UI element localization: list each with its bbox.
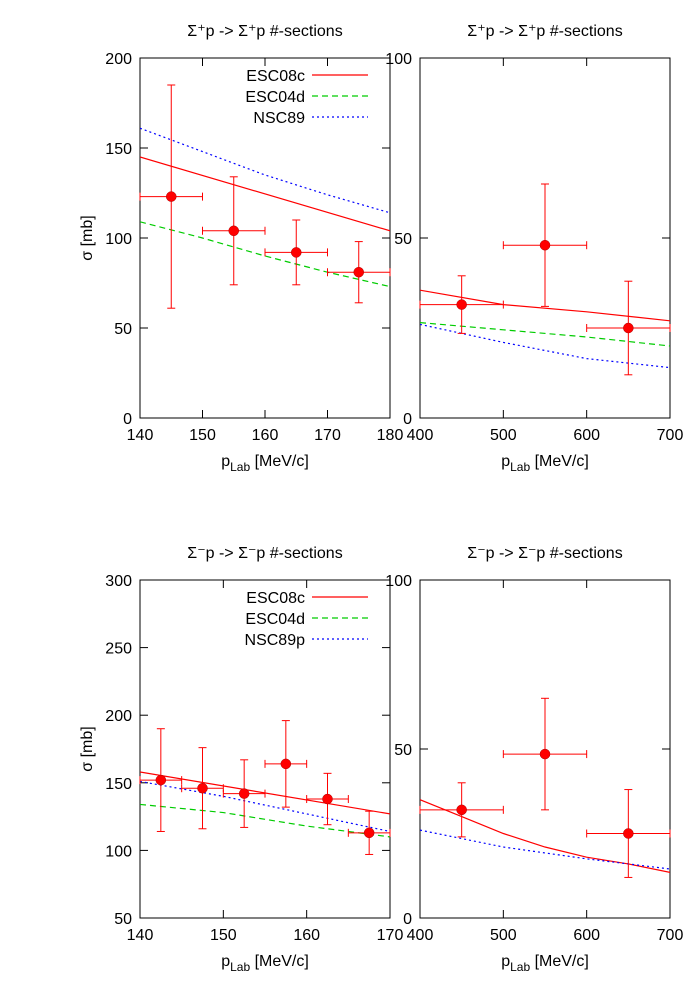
y-tick-label: 50 — [114, 321, 132, 338]
x-tick-label: 160 — [252, 427, 279, 444]
y-tick-label: 100 — [385, 573, 412, 590]
data-point — [363, 827, 375, 839]
x-label-rest: [MeV/c] — [250, 953, 309, 970]
x-label-sub: Lab — [510, 960, 530, 974]
x-tick-label: 400 — [407, 927, 434, 944]
data-point — [539, 239, 551, 251]
x-tick-label: 150 — [189, 427, 216, 444]
data-point — [197, 782, 208, 794]
x-tick-label: 600 — [573, 927, 600, 944]
series-line — [140, 221, 390, 288]
x-label-sub: Lab — [510, 460, 530, 474]
x-label-sub: Lab — [230, 960, 250, 974]
data-point — [539, 748, 551, 760]
data-point — [228, 225, 239, 237]
x-tick-label: 170 — [314, 427, 341, 444]
y-tick-label: 0 — [123, 411, 132, 428]
y-tick-label: 50 — [394, 231, 412, 248]
x-tick-label: 400 — [407, 427, 434, 444]
y-tick-label: 0 — [403, 911, 412, 928]
x-tick-label: 600 — [573, 427, 600, 444]
panel: Σ⁺p -> Σ⁺p #-sections 0 50 100 150 200 140 150 1… — [79, 23, 403, 474]
series-line — [140, 127, 390, 214]
y-tick-label: 50 — [394, 742, 412, 759]
data-point — [353, 266, 364, 278]
x-axis-label: pLab [MeV/c] — [221, 453, 309, 474]
x-label-main: p — [221, 953, 230, 970]
data-point — [623, 828, 634, 839]
y-tick-label: 250 — [105, 641, 132, 658]
series-line — [140, 156, 390, 232]
legend-label: ESC04d — [245, 89, 305, 106]
data-point — [322, 793, 333, 805]
y-tick-label: 0 — [403, 411, 412, 428]
x-label-main: p — [221, 453, 230, 470]
panel-title: Σ⁺p -> Σ⁺p #-sections — [467, 23, 622, 40]
x-tick-label: 170 — [377, 927, 404, 944]
x-tick-label: 700 — [657, 927, 684, 944]
series-line — [140, 780, 390, 833]
data-point — [291, 247, 302, 258]
data-point — [238, 788, 250, 799]
data-point — [623, 322, 634, 334]
x-tick-label: 500 — [490, 927, 517, 944]
x-axis-label: pLab [MeV/c] — [501, 953, 589, 974]
y-axis-label: σ [mb] — [79, 215, 96, 260]
y-tick-label: 150 — [105, 776, 132, 793]
x-label-rest: [MeV/c] — [530, 953, 589, 970]
y-tick-label: 200 — [105, 708, 132, 725]
y-axis-label: σ [mb] — [79, 726, 96, 771]
legend-label: ESC04d — [245, 611, 305, 628]
legend-label: NSC89p — [245, 632, 306, 649]
x-label-rest: [MeV/c] — [530, 453, 589, 470]
series-line — [140, 803, 390, 838]
y-tick-label: 150 — [105, 141, 132, 158]
y-tick-label: 100 — [105, 231, 132, 248]
data-point — [280, 758, 292, 770]
x-axis-label: pLab [MeV/c] — [501, 453, 589, 474]
x-tick-label: 180 — [377, 427, 404, 444]
panel: Σ⁺p -> Σ⁺p #-sections 0 50 100 400 500 600 700 p… — [385, 23, 683, 474]
x-tick-label: 140 — [127, 927, 154, 944]
y-tick-label: 300 — [105, 573, 132, 590]
data-point — [155, 774, 167, 786]
x-label-main: p — [501, 453, 510, 470]
data-point — [166, 191, 177, 202]
x-label-main: p — [501, 953, 510, 970]
data-point — [456, 299, 467, 310]
panel-title: Σ⁺p -> Σ⁺p #-sections — [187, 23, 342, 40]
x-tick-label: 150 — [210, 927, 237, 944]
legend-label: ESC08c — [246, 68, 305, 85]
x-label-sub: Lab — [230, 460, 250, 474]
panel-title: Σ⁻p -> Σ⁻p #-sections — [187, 545, 342, 562]
legend-label: ESC08c — [246, 590, 305, 607]
data-point — [456, 804, 467, 816]
legend-label: NSC89 — [253, 110, 305, 127]
y-tick-label: 50 — [114, 911, 132, 928]
y-tick-label: 200 — [105, 51, 132, 68]
x-tick-label: 160 — [293, 927, 320, 944]
x-tick-label: 140 — [127, 427, 154, 444]
y-tick-label: 100 — [105, 843, 132, 860]
panel: Σ⁻p -> Σ⁻p #-sections 50 100 150 200 250 300 14… — [79, 545, 403, 974]
x-tick-label: 700 — [657, 427, 684, 444]
x-tick-label: 500 — [490, 427, 517, 444]
plot-frame — [139, 579, 391, 919]
x-axis-label: pLab [MeV/c] — [221, 953, 309, 974]
y-tick-label: 100 — [385, 51, 412, 68]
x-label-rest: [MeV/c] — [250, 453, 309, 470]
panel-title: Σ⁻p -> Σ⁻p #-sections — [467, 545, 622, 562]
panel: Σ⁻p -> Σ⁻p #-sections 0 50 100 400 500 600 700 p… — [385, 545, 683, 974]
